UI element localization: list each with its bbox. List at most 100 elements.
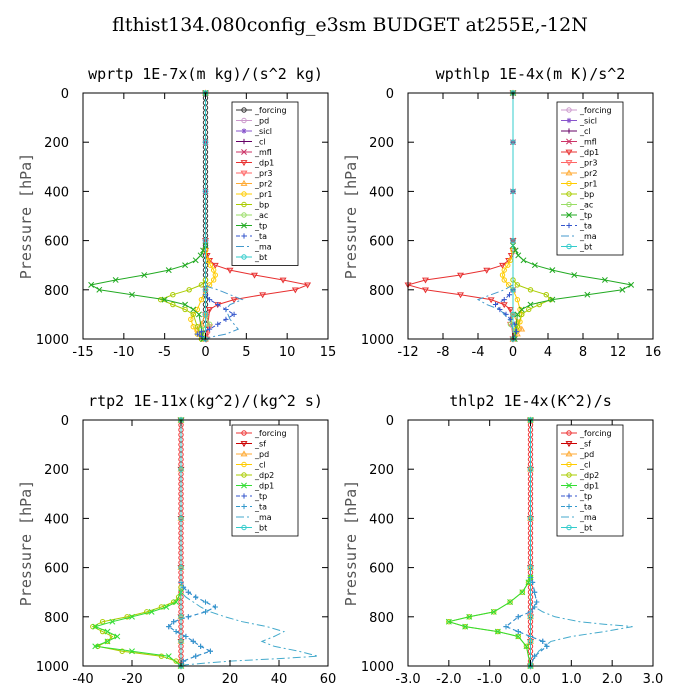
- y-axis-label: Pressure [hPa]: [342, 153, 360, 279]
- series-line: [476, 93, 514, 339]
- series-ta: [503, 417, 550, 669]
- data-point: [510, 188, 516, 195]
- data-point: [531, 589, 538, 595]
- data-point: [210, 267, 217, 273]
- legend-marker: [241, 472, 247, 478]
- data-point: [499, 272, 506, 278]
- data-point: [507, 599, 514, 605]
- legend-label: _mfl: [254, 148, 272, 157]
- data-point: [92, 623, 99, 630]
- legend-marker: [240, 179, 248, 186]
- data-point: [514, 311, 521, 318]
- data-point: [492, 301, 499, 308]
- series-dp1: [445, 417, 534, 669]
- data-point: [543, 292, 549, 298]
- data-point: [527, 466, 534, 472]
- data-point: [231, 311, 237, 317]
- data-point: [445, 618, 452, 625]
- data-point: [512, 247, 519, 254]
- y-tick-label: 400: [44, 512, 69, 527]
- legend-label: _forcing: [579, 106, 612, 115]
- chart-panel-1: wprtp 1E-7x(m kg)/(s^2 kg) Pressure [hPa]…: [17, 65, 336, 360]
- data-point: [182, 306, 188, 313]
- data-point: [114, 633, 121, 640]
- data-point: [466, 613, 473, 620]
- series-ta: [166, 417, 218, 669]
- data-point: [519, 589, 526, 596]
- legend-marker: [240, 170, 248, 177]
- x-tick-label: -5: [158, 345, 171, 360]
- legend-marker: [565, 441, 573, 448]
- y-tick-label: 600: [44, 562, 69, 577]
- x-tick-label: 16: [645, 345, 662, 360]
- data-point: [194, 331, 200, 337]
- data-point: [251, 272, 258, 279]
- legend-marker: [241, 138, 247, 145]
- data-point: [259, 292, 267, 299]
- legend-label: _ma: [254, 243, 272, 252]
- data-point: [501, 267, 507, 273]
- legend-marker: [566, 107, 572, 113]
- y-tick-label: 200: [44, 136, 69, 151]
- x-tick-label: -3.0: [395, 672, 420, 687]
- data-point: [505, 262, 511, 268]
- series-line: [93, 420, 182, 667]
- legend-label: _ta: [254, 232, 267, 241]
- data-point: [527, 564, 534, 571]
- data-point: [190, 306, 197, 313]
- y-tick-label: 800: [44, 611, 69, 626]
- legend-label: _ta: [254, 503, 267, 512]
- data-point: [185, 614, 191, 620]
- data-point: [279, 277, 287, 284]
- series-line: [190, 93, 216, 340]
- legend-marker: [241, 117, 247, 124]
- legend-marker: [241, 233, 247, 239]
- x-tick-label: -4: [472, 345, 485, 360]
- data-point: [510, 311, 516, 318]
- data-point: [182, 262, 189, 269]
- legend-label: _cl: [254, 138, 266, 147]
- data-point: [534, 599, 540, 605]
- data-point: [129, 648, 135, 655]
- legend-label: _pr3: [254, 169, 272, 178]
- y-tick-label: 600: [44, 235, 69, 250]
- data-point: [226, 267, 234, 274]
- legend-marker: [241, 524, 247, 531]
- legend-marker: [241, 191, 247, 197]
- data-point: [527, 638, 534, 645]
- legend-label: _sicl: [254, 127, 272, 136]
- y-tick-label: 600: [369, 235, 394, 250]
- data-point: [198, 296, 205, 303]
- legend-label: _tp: [254, 222, 267, 231]
- x-tick-label: -10: [113, 345, 134, 360]
- legend-marker: [241, 107, 247, 113]
- legend-label: _dp1: [254, 482, 274, 491]
- y-tick-label: 400: [369, 512, 394, 527]
- data-point: [215, 321, 221, 327]
- series-tp: [503, 417, 550, 669]
- data-point: [527, 287, 534, 293]
- series-line: [406, 93, 514, 340]
- legend-label: _dp2: [579, 471, 599, 480]
- data-point: [514, 296, 521, 303]
- data-point: [183, 633, 189, 640]
- series-bt: [510, 90, 516, 342]
- legend-marker: [566, 138, 572, 145]
- y-tick-label: 1000: [36, 333, 69, 348]
- data-point: [212, 272, 219, 278]
- data-point: [206, 307, 214, 314]
- data-point: [161, 296, 168, 303]
- data-point: [515, 614, 521, 620]
- legend-marker: [241, 149, 247, 155]
- data-point: [194, 324, 201, 330]
- legend-marker: [566, 180, 572, 187]
- figure-title: flthist134.080config_e3sm BUDGET at255E,…: [112, 14, 588, 36]
- data-point: [483, 267, 491, 274]
- data-point: [119, 648, 125, 654]
- y-tick-label: 0: [386, 87, 394, 102]
- data-point: [230, 297, 238, 304]
- legend-marker: [566, 493, 572, 499]
- series-dp1: [92, 417, 184, 669]
- x-tick-label: -1.0: [477, 672, 502, 687]
